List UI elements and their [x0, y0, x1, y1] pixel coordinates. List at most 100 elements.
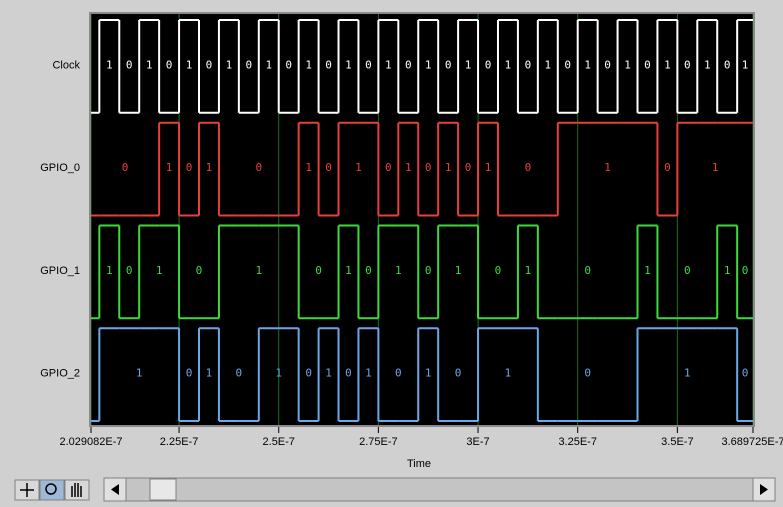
signal-value-label: 0: [385, 161, 392, 174]
signal-value-label: 1: [584, 58, 591, 71]
signal-value-label: 1: [206, 161, 213, 174]
signal-value-label: 1: [724, 264, 731, 277]
signal-value-label: 0: [742, 264, 749, 277]
signal-value-label: 0: [365, 58, 372, 71]
signal-value-label: 1: [275, 367, 282, 380]
cursor-icon: [20, 483, 34, 497]
signal-value-label: 0: [425, 264, 432, 277]
zoom-tool[interactable]: [39, 479, 65, 501]
signal-value-label: 0: [325, 161, 332, 174]
x-tick-label: 2.75E-7: [359, 436, 398, 448]
x-tick-label: 3E-7: [466, 436, 489, 448]
signal-value-label: 1: [505, 58, 512, 71]
signal-value-label: 1: [624, 58, 631, 71]
signal-value-label: 0: [126, 264, 133, 277]
signal-value-label: 1: [146, 58, 153, 71]
signal-value-label: 1: [684, 367, 691, 380]
signal-value-label: 0: [186, 161, 193, 174]
signal-value-label: 0: [305, 367, 312, 380]
signal-value-label: 1: [305, 58, 312, 71]
signal-value-label: 1: [305, 161, 312, 174]
signal-value-label: 0: [206, 58, 213, 71]
x-tick-label: 3.689725E-7: [722, 436, 783, 448]
signal-value-label: 0: [445, 58, 452, 71]
signal-value-label: 0: [285, 58, 292, 71]
plot: 1 0 1 0 1 0 1 0 1 0 1 0 1 0 1 0 1 0 1 0 1 0 1 0 1 0 1 0 1 0 1 0 10 1 0 1 0 1 0…: [91, 14, 753, 425]
signal-value-label: 1: [325, 367, 332, 380]
signal-value-label: 1: [445, 161, 452, 174]
signal-value-label: 0: [246, 58, 253, 71]
signal-value-label: 1: [136, 367, 143, 380]
signal-value-label: 0: [584, 367, 591, 380]
signal-value-label: 1: [166, 161, 173, 174]
signal-value-label: 1: [604, 161, 611, 174]
signal-value-label: 0: [455, 367, 462, 380]
signal-value-label: 0: [122, 161, 129, 174]
right-arrow: [760, 484, 768, 495]
signal-value-label: 1: [644, 264, 651, 277]
signal-value-label: 0: [684, 58, 691, 71]
signal-value-label: 0: [365, 264, 372, 277]
signal-name: GPIO_1: [40, 265, 80, 277]
signal-value-label: 1: [465, 58, 472, 71]
signal-name: GPIO_0: [40, 162, 80, 174]
signal-value-label: 1: [385, 58, 392, 71]
signal-value-label: 1: [425, 58, 432, 71]
signal-value-label: 1: [525, 264, 532, 277]
scroll-track[interactable]: [103, 477, 776, 502]
signal-value-label: 0: [684, 264, 691, 277]
scrollbar: [103, 477, 776, 502]
signal-value-label: 0: [186, 367, 193, 380]
signal-value-label: 0: [525, 58, 532, 71]
pan-tool[interactable]: [64, 479, 90, 501]
signal-value-label: 0: [485, 58, 492, 71]
signal-value-label: 1: [355, 161, 362, 174]
signal-value-label: 1: [455, 264, 462, 277]
signal-value-label: 1: [255, 264, 262, 277]
signal-value-label: 0: [584, 264, 591, 277]
signal-value-label: 0: [405, 58, 412, 71]
signal-value-label: 0: [644, 58, 651, 71]
signal-value-label: 0: [345, 367, 352, 380]
signal-value-label: 0: [425, 161, 432, 174]
x-tick-label: 2.029082E-7: [60, 436, 123, 448]
signal-value-label: 0: [325, 58, 332, 71]
signal-value-label: 0: [664, 161, 671, 174]
signal-value-label: 1: [106, 58, 113, 71]
signal-value-label: 1: [156, 264, 163, 277]
signal-value-label: 1: [206, 367, 213, 380]
signal-value-label: 1: [106, 264, 113, 277]
signal-value-label: 0: [465, 161, 472, 174]
signal-value-label: 1: [345, 264, 352, 277]
signal-value-label: 0: [395, 367, 402, 380]
signal-value-label: 1: [505, 367, 512, 380]
signal-value-label: 1: [226, 58, 233, 71]
scroll-thumb[interactable]: [149, 478, 177, 501]
signal-value-label: 1: [265, 58, 272, 71]
signal-value-label: 1: [425, 367, 432, 380]
signal-value-label: 0: [495, 264, 502, 277]
x-tick-label: 3.25E-7: [558, 436, 597, 448]
signal-value-label: 1: [485, 161, 492, 174]
signal-name: Clock: [52, 59, 80, 71]
signal-value-label: 1: [712, 161, 719, 174]
signal-value-label: 0: [724, 58, 731, 71]
graph-palette: [14, 479, 90, 501]
signal-value-label: 0: [236, 367, 243, 380]
signal-value-label: 0: [166, 58, 173, 71]
signal-value-label: 0: [255, 161, 262, 174]
left-arrow: [111, 484, 119, 495]
signal-value-label: 0: [525, 161, 532, 174]
x-tick-label: 2.5E-7: [263, 436, 295, 448]
x-axis-label: Time: [407, 458, 431, 470]
signal-value-label: 1: [395, 264, 402, 277]
signal-value-label: 0: [315, 264, 322, 277]
plot-area: [91, 14, 753, 425]
signal-value-label: 0: [742, 367, 749, 380]
signal-value-label: 1: [704, 58, 711, 71]
signal-value-label: 1: [664, 58, 671, 71]
zoom-icon: [45, 483, 57, 495]
x-tick-label: 3.5E-7: [661, 436, 693, 448]
